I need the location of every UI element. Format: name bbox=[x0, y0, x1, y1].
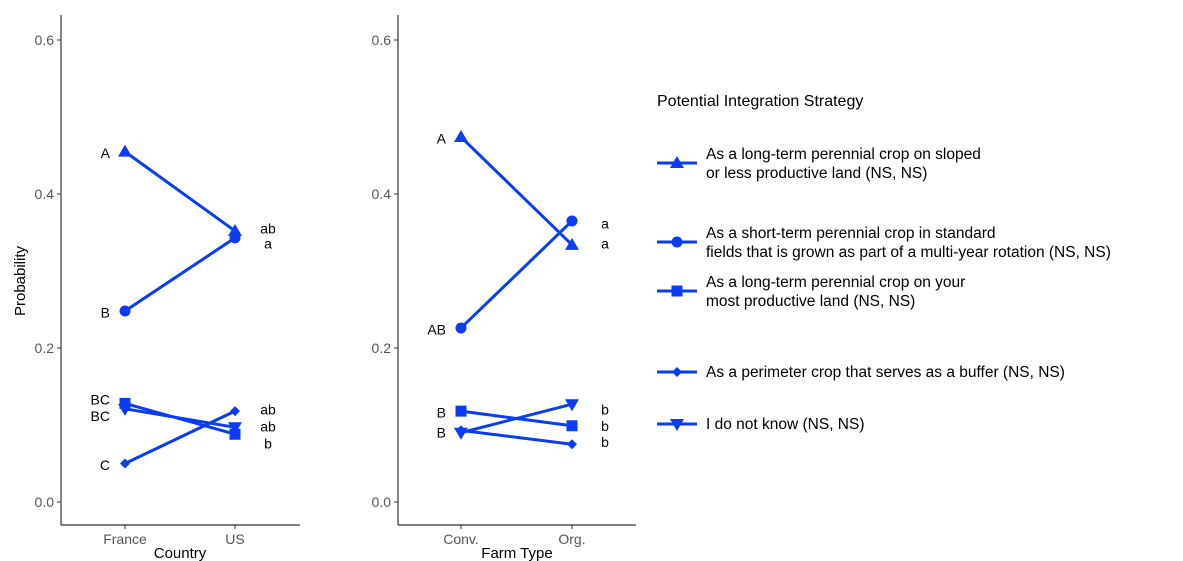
significance-label: AB bbox=[427, 322, 446, 338]
panel-country: 0.0 0.2 0.4 0.6 France US Country Probability A B… bbox=[12, 15, 300, 561]
y-tick-label: 0.4 bbox=[35, 186, 55, 202]
legend-key-square bbox=[671, 285, 683, 297]
x-tick-label: US bbox=[225, 531, 244, 547]
significance-label: B bbox=[437, 405, 446, 421]
y-tick-label: 0.0 bbox=[372, 494, 392, 510]
series-line-diamond bbox=[124, 409, 236, 465]
significance-label: b bbox=[601, 418, 609, 434]
y-tick-label: 0.6 bbox=[372, 32, 392, 48]
series-line-triangle-down bbox=[124, 407, 236, 429]
legend-key-diamond bbox=[672, 367, 682, 377]
legend-key-circle bbox=[671, 236, 683, 248]
significance-label: B bbox=[101, 305, 110, 321]
data-point-diamond bbox=[120, 458, 130, 469]
significance-label: BC bbox=[91, 408, 110, 424]
significance-label: ab bbox=[260, 402, 276, 418]
legend-label: most productive land (NS, NS) bbox=[706, 293, 915, 310]
data-point-square bbox=[119, 397, 131, 409]
data-point-circle bbox=[229, 232, 241, 244]
significance-label: A bbox=[437, 131, 447, 147]
y-tick-label: 0.2 bbox=[35, 340, 55, 356]
data-point-triangle-down bbox=[565, 399, 579, 412]
x-tick-label: Org. bbox=[558, 531, 585, 547]
x-axis-title: Country bbox=[154, 545, 207, 561]
legend-label: As a long-term perennial crop on sloped bbox=[706, 146, 981, 163]
data-point-circle bbox=[119, 305, 131, 317]
data-point-triangle-up bbox=[228, 223, 242, 236]
significance-label: a bbox=[264, 235, 272, 251]
significance-label: b bbox=[601, 402, 609, 418]
legend-label: I do not know (NS, NS) bbox=[706, 416, 865, 433]
y-axis-title: Probability bbox=[12, 245, 29, 316]
y-tick-label: 0.2 bbox=[372, 340, 392, 356]
data-point-triangle-up bbox=[565, 237, 579, 250]
series-line-circle bbox=[459, 219, 574, 330]
data-point-square bbox=[566, 420, 578, 432]
legend-key-triangle-up bbox=[670, 156, 684, 168]
significance-label: B bbox=[437, 425, 446, 441]
data-point-triangle-up bbox=[454, 130, 468, 143]
data-point-square bbox=[455, 405, 467, 417]
legend-label: or less productive land (NS, NS) bbox=[706, 165, 927, 182]
significance-label: b bbox=[264, 435, 272, 451]
legend-title: Potential Integration Strategy bbox=[657, 93, 863, 110]
y-tick-label: 0.4 bbox=[372, 186, 392, 202]
legend-label: fields that is grown as part of a multi-… bbox=[706, 244, 1111, 261]
data-point-diamond bbox=[230, 406, 240, 417]
significance-label: ab bbox=[260, 221, 276, 237]
legend-item: I do not know (NS, NS) bbox=[657, 416, 865, 433]
data-point-triangle-down bbox=[118, 403, 132, 416]
data-point-circle bbox=[566, 215, 578, 227]
significance-label: A bbox=[101, 145, 111, 161]
significance-label: a bbox=[601, 235, 609, 251]
legend-key-triangle-down bbox=[670, 419, 684, 431]
x-axis-title: Farm Type bbox=[481, 545, 552, 561]
significance-label: BC bbox=[91, 392, 110, 408]
legend-item: As a long-term perennial crop on sloped o… bbox=[657, 146, 981, 182]
legend-label: As a perimeter crop that serves as a buf… bbox=[706, 364, 1065, 381]
data-point-triangle-up bbox=[118, 144, 132, 157]
data-point-triangle-down bbox=[228, 422, 242, 435]
series-line-triangle-up bbox=[459, 135, 574, 246]
series-line-triangle-up bbox=[124, 150, 236, 233]
data-point-triangle-down bbox=[454, 427, 468, 440]
y-tick-label: 0.6 bbox=[35, 32, 55, 48]
data-point-diamond bbox=[567, 439, 577, 450]
data-point-circle bbox=[455, 322, 467, 334]
legend-item: As a perimeter crop that serves as a buf… bbox=[657, 364, 1065, 381]
series-line-circle bbox=[124, 236, 236, 313]
series-line-diamond bbox=[460, 428, 573, 446]
x-tick-label: Conv. bbox=[443, 531, 479, 547]
y-tick-label: 0.0 bbox=[35, 494, 55, 510]
series-line-triangle-down bbox=[460, 402, 573, 435]
significance-label: ab bbox=[260, 419, 276, 435]
legend-item: As a short-term perennial crop in standa… bbox=[657, 225, 1111, 261]
x-tick-label: France bbox=[103, 531, 147, 547]
legend: Potential Integration Strategy As a long-… bbox=[657, 93, 1111, 433]
significance-label: a bbox=[601, 215, 609, 231]
legend-label: As a short-term perennial crop in standa… bbox=[706, 225, 995, 242]
legend-item: As a long-term perennial crop on your mos… bbox=[657, 274, 965, 310]
legend-label: As a long-term perennial crop on your bbox=[706, 274, 965, 291]
significance-label: C bbox=[100, 457, 110, 473]
significance-label: b bbox=[601, 434, 609, 450]
